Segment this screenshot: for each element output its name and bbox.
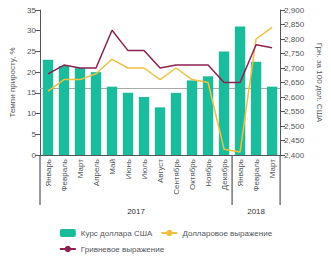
- svg-text:2018: 2018: [247, 207, 265, 216]
- svg-text:Грн. за 100 дол. США: Грн. за 100 дол. США: [315, 43, 324, 123]
- svg-text:Февраль: Февраль: [60, 159, 69, 192]
- svg-text:Май: Май: [108, 159, 117, 175]
- svg-text:0: 0: [32, 151, 37, 160]
- svg-text:10: 10: [27, 109, 36, 118]
- svg-text:Июнь: Июнь: [124, 159, 133, 179]
- svg-text:Декабрь: Декабрь: [220, 159, 229, 190]
- svg-text:Ноябрь: Ноябрь: [204, 159, 213, 187]
- svg-text:Февраль: Февраль: [252, 159, 261, 192]
- svg-text:2017: 2017: [127, 207, 145, 216]
- svg-text:Январь: Январь: [236, 159, 245, 186]
- svg-text:2,700: 2,700: [284, 64, 305, 73]
- svg-text:2,450: 2,450: [284, 136, 305, 145]
- svg-text:Гривневое выражение: Гривневое выражение: [81, 245, 165, 254]
- svg-text:30: 30: [27, 26, 36, 35]
- svg-text:2,750: 2,750: [284, 49, 305, 58]
- svg-text:Январь: Январь: [44, 159, 53, 186]
- svg-text:Март: Март: [268, 159, 277, 178]
- svg-text:2,550: 2,550: [284, 107, 305, 116]
- svg-text:5: 5: [32, 130, 37, 139]
- svg-text:Долларовое выражение: Долларовое выражение: [182, 229, 272, 238]
- svg-text:2,500: 2,500: [284, 122, 305, 131]
- svg-text:35: 35: [27, 6, 36, 15]
- svg-text:Июль: Июль: [140, 159, 149, 179]
- svg-text:2,800: 2,800: [284, 35, 305, 44]
- svg-text:Апрель: Апрель: [92, 159, 101, 186]
- svg-text:Курс доллара США: Курс доллара США: [81, 229, 153, 238]
- svg-text:25: 25: [27, 47, 36, 56]
- svg-text:2,600: 2,600: [284, 93, 305, 102]
- svg-text:2,900: 2,900: [284, 6, 305, 15]
- svg-text:15: 15: [27, 88, 36, 97]
- svg-text:20: 20: [27, 68, 36, 77]
- svg-text:Октябрь: Октябрь: [188, 159, 197, 190]
- svg-text:Сентябрь: Сентябрь: [172, 159, 181, 195]
- svg-text:2,400: 2,400: [284, 151, 305, 160]
- svg-text:2,850: 2,850: [284, 20, 305, 29]
- svg-text:Темпи приросту, %: Темпи приросту, %: [8, 47, 17, 117]
- svg-text:Март: Март: [76, 159, 85, 178]
- svg-text:2,650: 2,650: [284, 78, 305, 87]
- svg-text:Август: Август: [156, 159, 165, 183]
